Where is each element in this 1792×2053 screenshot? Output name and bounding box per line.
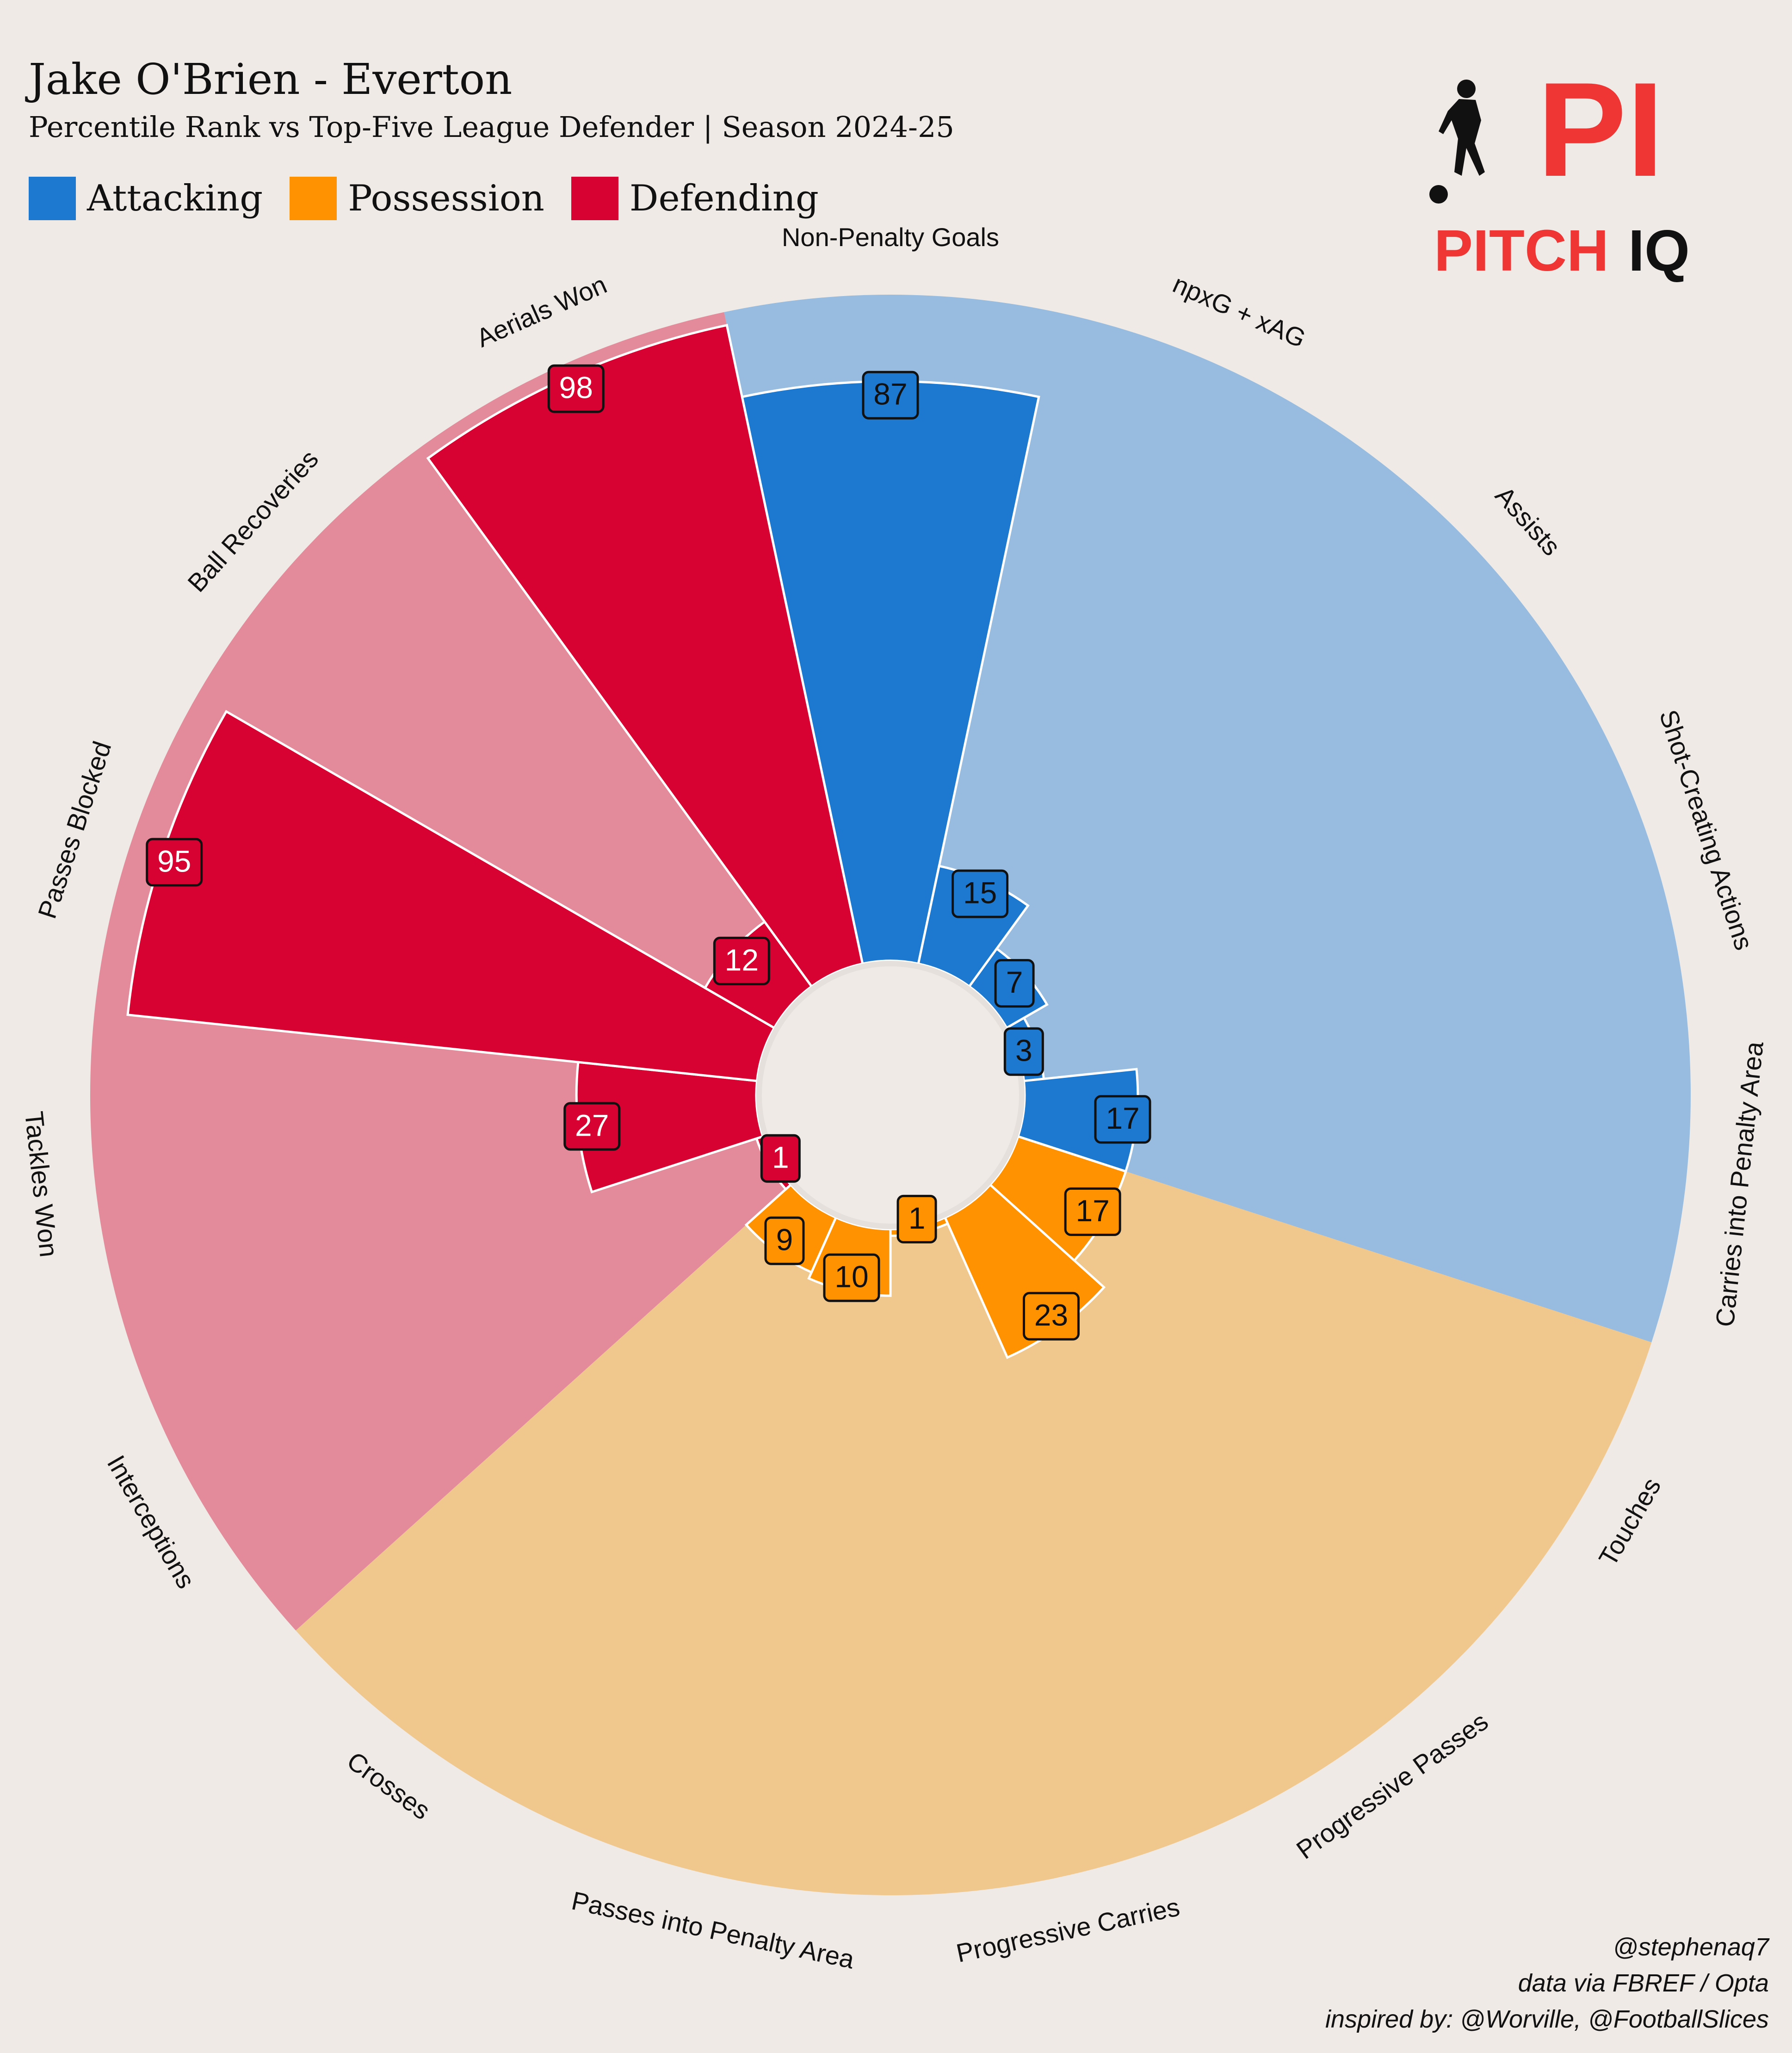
value-label-shot-creating-actions: 3 [1015, 1033, 1032, 1068]
value-box-tackles-won [563, 1102, 621, 1151]
value-box-progressive-passes [1022, 1292, 1080, 1341]
legend-item-defending: Defending [571, 177, 819, 220]
axis-label-assists: Assists [1490, 481, 1566, 561]
value-label-progressive-carries: 1 [908, 1201, 926, 1235]
value-box-shot-creating-actions [1003, 1027, 1044, 1076]
value-box-progressive-carries [896, 1194, 937, 1243]
bar-passes-blocked [126, 710, 776, 1082]
axis-label-npxg-xag: npxG + xAG [1169, 269, 1310, 353]
legend-item-possession: Possession [290, 177, 544, 220]
background-wedge-possession [296, 1095, 1652, 1896]
credits: @stephenaq7 data via FBREF / Opta inspir… [1325, 1929, 1769, 2037]
value-label-progressive-passes: 23 [1034, 1298, 1068, 1332]
value-box-crosses [764, 1216, 805, 1265]
logo-word-iq: IQ [1628, 218, 1690, 282]
value-label-tackles-won: 27 [575, 1108, 609, 1142]
legend-label-possession: Possession [348, 178, 544, 219]
axis-label-tackles-won: Tackles Won [19, 1110, 64, 1258]
value-label-passes-into-penalty-area: 10 [834, 1260, 868, 1294]
legend-swatch-attacking [29, 177, 76, 220]
value-box-passes-blocked [146, 838, 203, 887]
chart-subtitle: Percentile Rank vs Top-Five League Defen… [29, 110, 954, 144]
footballer-silhouette-icon [1429, 80, 1485, 204]
legend-label-attacking: Attacking [87, 178, 263, 219]
axis-label-crosses: Crosses [342, 1746, 436, 1825]
value-box-ball-recoveries [713, 936, 770, 985]
legend-swatch-possession [290, 177, 337, 220]
credit-inspired: inspired by: @Worville, @FootballSlices [1325, 2005, 1769, 2033]
value-label-npxg-xag: 15 [963, 876, 997, 910]
value-box-non-penalty-goals [862, 371, 919, 420]
axis-label-progressive-carries: Progressive Carries [954, 1892, 1182, 1968]
bar-layer [126, 324, 1139, 1359]
legend-swatch-defending [571, 177, 618, 220]
value-box-interceptions [760, 1134, 801, 1183]
axis-label-aerials-won: Aerials Won [472, 270, 611, 353]
value-label-interceptions: 1 [772, 1140, 789, 1175]
legend-item-attacking: Attacking [29, 177, 263, 220]
value-label-passes-blocked: 95 [157, 844, 191, 878]
credit-source: data via FBREF / Opta [1518, 1969, 1769, 1997]
logo-mark: PI [1537, 65, 1664, 204]
legend: Attacking Possession Defending [29, 177, 846, 220]
value-label-touches: 17 [1075, 1193, 1109, 1228]
value-label-layer: 87 15 7 3 17 17 23 1 10 9 1 27 95 12 98 [146, 364, 1151, 1341]
axis-label-non-penalty-goals: Non-Penalty Goals [782, 223, 999, 252]
value-label-crosses: 9 [776, 1223, 793, 1257]
value-box-passes-into-penalty-area [823, 1253, 880, 1302]
chart-title: Jake O'Brien - Everton [29, 55, 513, 104]
axis-label-touches: Touches [1593, 1473, 1667, 1571]
value-label-non-penalty-goals: 87 [873, 377, 907, 411]
pitch-iq-logo: PI PITCH IQ [1429, 65, 1690, 282]
credit-handle: @stephenaq7 [1613, 1933, 1769, 1961]
value-box-npxg-xag [952, 869, 1009, 918]
value-box-aerials-won [547, 364, 605, 413]
value-label-aerials-won: 98 [559, 371, 593, 405]
inner-hole [756, 961, 1025, 1229]
legend-label-defending: Defending [629, 178, 819, 219]
axis-label-passes-into-penalty-area: Passes into Penalty Area [569, 1886, 857, 1974]
logo-word-pitch: PITCH [1434, 218, 1609, 282]
value-box-carries-into-penalty-area [1094, 1095, 1151, 1144]
value-label-ball-recoveries: 12 [725, 943, 759, 977]
value-label-assists: 7 [1006, 965, 1023, 999]
axis-label-carries-into-penalty-area: Carries into Penalty Area [1710, 1040, 1768, 1328]
value-box-assists [994, 959, 1035, 1008]
axis-label-passes-blocked: Passes Blocked [32, 738, 117, 922]
value-label-carries-into-penalty-area: 17 [1106, 1101, 1139, 1135]
value-box-touches [1064, 1187, 1121, 1236]
